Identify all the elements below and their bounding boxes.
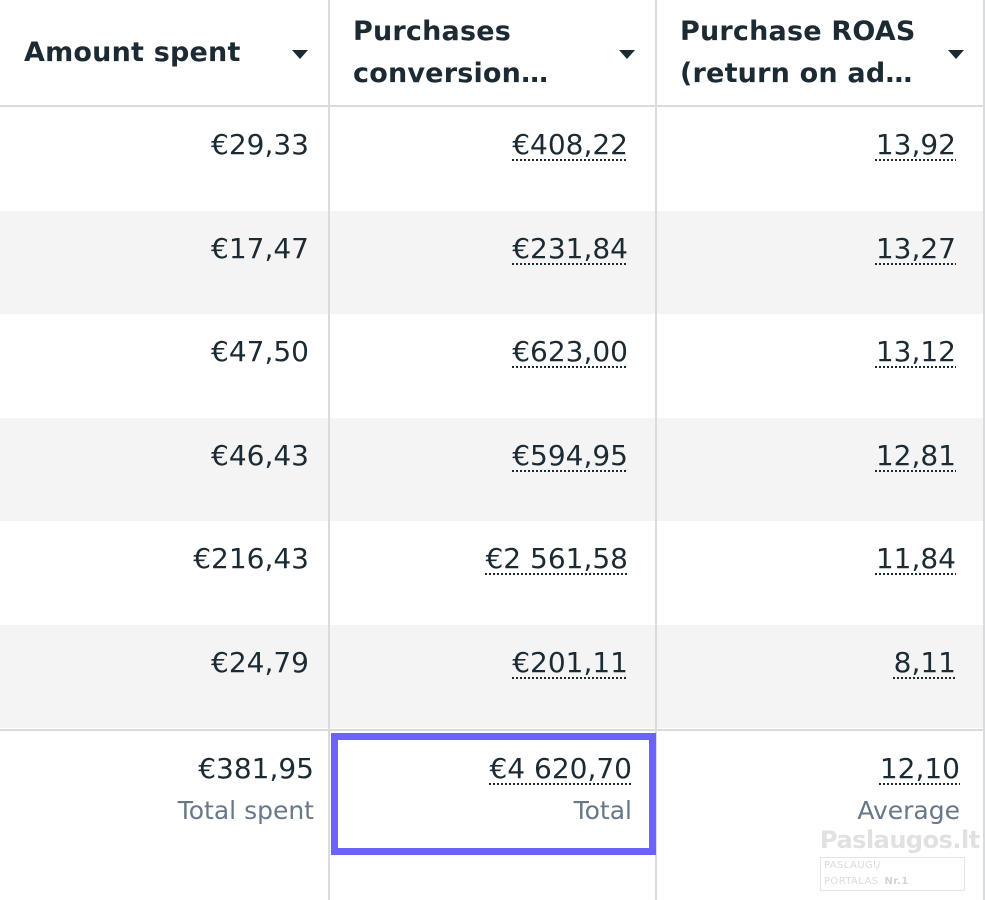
column-header-label: Purchase ROAS (return on ad… [680,15,916,89]
purchases-conversion-cell[interactable]: €408,22 [512,128,628,161]
amount-spent-cell: €17,47 [211,232,309,265]
watermark-subtitle: PASLAUGŲ PORTALAS Nr.1 [820,857,965,891]
watermark-logo: Paslaugos.lt PASLAUGŲ PORTALAS Nr.1 [820,826,980,891]
purchases-conversion-cell[interactable]: €594,95 [512,439,628,472]
purchase-roas-cell[interactable]: 13,12 [875,335,956,368]
column-header-purchase-roas[interactable]: Purchase ROAS (return on ad… [656,0,985,105]
purchase-roas-cell[interactable]: 13,92 [875,128,956,161]
table-row[interactable]: €24,79 €201,11 8,11 [0,625,985,728]
watermark-subtitle-text: PASLAUGŲ PORTALAS [824,860,881,887]
purchases-conversion-cell[interactable]: €201,11 [512,646,628,679]
column-divider[interactable] [655,0,657,900]
purchase-roas-cell[interactable]: 13,27 [875,232,956,265]
total-amount-spent-label: Total spent [177,796,314,825]
amount-spent-cell: €216,43 [193,542,309,575]
table-row[interactable]: €17,47 €231,84 13,27 [0,211,985,314]
column-header-amount-spent[interactable]: Amount spent [0,0,329,105]
purchases-conversion-cell[interactable]: €2 561,58 [485,542,628,575]
amount-spent-cell: €46,43 [211,439,309,472]
totals-row: €381,95 Total spent €4 620,70 Total 12,1… [0,729,985,900]
table-row[interactable]: €216,43 €2 561,58 11,84 [0,521,985,624]
amount-spent-cell: €47,50 [211,335,309,368]
column-header-purchases-conversion[interactable]: Purchases conversion… [329,0,656,105]
table-row[interactable]: €46,43 €594,95 12,81 [0,418,985,521]
purchase-roas-cell[interactable]: 12,81 [875,439,956,472]
column-divider[interactable] [328,0,330,900]
table-header: Amount spent Purchases conversion… Purch… [0,0,985,107]
purchases-conversion-cell[interactable]: €231,84 [512,232,628,265]
total-amount-spent-value: €381,95 [198,752,314,785]
total-purchases-conversion-value[interactable]: €4 620,70 [489,752,632,785]
purchase-roas-cell[interactable]: 11,84 [875,542,956,575]
column-header-label: Purchases conversion… [353,15,549,89]
total-purchases-conversion-label: Total [573,796,632,825]
watermark-title: Paslaugos.lt [820,826,980,854]
average-purchase-roas-value[interactable]: 12,10 [879,752,960,785]
highlight-box [331,733,656,855]
table-row[interactable]: €29,33 €408,22 13,92 [0,107,985,210]
column-header-label: Amount spent [24,36,241,68]
purchases-conversion-cell[interactable]: €623,00 [512,335,628,368]
amount-spent-cell: €29,33 [211,128,309,161]
table-row[interactable]: €47,50 €623,00 13,12 [0,314,985,417]
caret-down-icon[interactable] [292,50,308,59]
watermark-badge: Nr.1 [884,876,909,887]
purchase-roas-cell[interactable]: 8,11 [893,646,956,679]
amount-spent-cell: €24,79 [211,646,309,679]
caret-down-icon[interactable] [948,50,964,59]
caret-down-icon[interactable] [619,50,635,59]
column-divider [983,0,985,900]
average-purchase-roas-label: Average [857,796,960,825]
